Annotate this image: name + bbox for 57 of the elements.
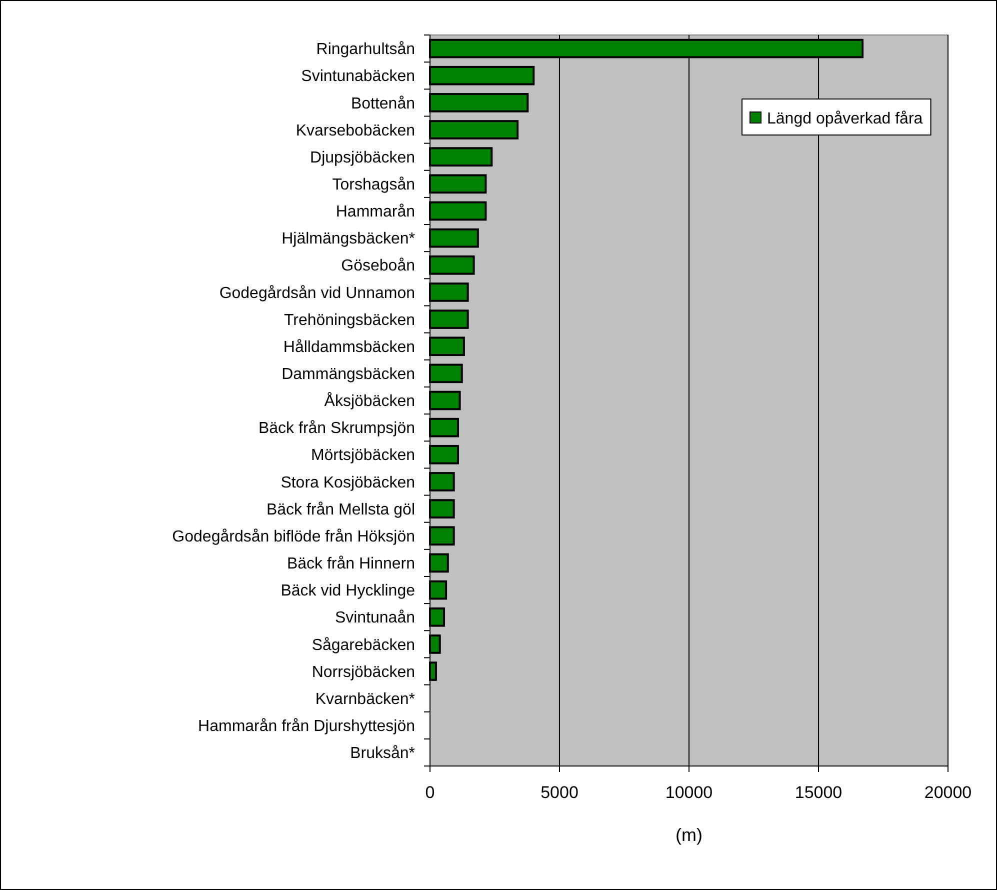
y-tick-label: Bottenån [350, 95, 415, 112]
x-tick-label: 15000 [794, 783, 842, 802]
bar [429, 499, 455, 518]
y-tick-label: Torshagsån [332, 176, 415, 194]
y-tick-label: Hålldammsbäcken [283, 338, 415, 356]
bar [429, 310, 469, 329]
bar [429, 580, 448, 600]
y-tick-label: Trehöningsbäcken [284, 312, 415, 329]
bar [429, 336, 465, 356]
y-tick-label: Göseboån [341, 258, 415, 275]
x-tick-label: 10000 [665, 783, 713, 802]
bar [429, 418, 459, 438]
y-tick-label: Norrsjöbäcken [312, 664, 415, 681]
bar [429, 553, 449, 573]
y-tick-label: Svintunabäcken [301, 68, 415, 86]
y-tick-label: Hammarån [336, 204, 415, 221]
y-tick-label: Godegårdsån biflöde från Höksjön [172, 528, 415, 546]
y-tick-label: Bäck från Hinnern [286, 556, 415, 573]
bar [429, 228, 479, 248]
x-tick-label: 5000 [540, 783, 578, 802]
bar [429, 607, 445, 627]
bar [429, 444, 459, 464]
y-tick-label: Godegårdsån vid Unnamon [219, 284, 415, 302]
bar [429, 282, 469, 302]
y-tick-label: Hammarån från Djurshyttesjön [198, 718, 415, 735]
bar [429, 662, 437, 681]
bar [429, 66, 535, 86]
y-tick-label: Åksjöbäcken [324, 392, 415, 410]
bar [429, 634, 441, 654]
y-tick-label: Mörtsjöbäcken [310, 447, 415, 464]
y-tick-label: Svintunaån [334, 610, 415, 627]
y-tick-label: Bäck från Skrumpsjön [258, 420, 415, 438]
bar [429, 390, 461, 410]
y-tick-label: Sågarebäcken [312, 636, 415, 654]
y-tick-label: Dammängsbäcken [282, 366, 415, 384]
y-tick-label: Bäck från Mellsta göl [266, 501, 415, 518]
y-tick-label: Hjälmängsbäcken* [282, 230, 415, 248]
x-tick-label: 20000 [924, 783, 972, 802]
y-tick-label: Bruksån* [350, 745, 415, 762]
x-tick-label: 0 [425, 783, 435, 802]
bar [429, 472, 455, 492]
y-tick-label: Bäck vid Hycklinge [280, 582, 416, 600]
legend-label: Längd opåverkad fåra [767, 110, 923, 128]
x-axis-title: (m) [676, 825, 702, 845]
bar [429, 201, 487, 221]
y-tick-label: Djupsjöbäcken [310, 149, 415, 166]
bar [429, 120, 519, 140]
bar [429, 147, 493, 166]
bar [429, 526, 455, 546]
bar [429, 174, 487, 194]
y-tick-label: Stora Kosjöbäcken [280, 474, 415, 492]
y-tick-label: Kvarsebobäcken [296, 122, 415, 140]
bar [429, 364, 463, 384]
y-tick-label: Kvarnbäcken* [315, 690, 415, 708]
bar [429, 93, 529, 112]
y-tick-label: Ringarhultsån [316, 41, 415, 58]
bar [429, 255, 475, 275]
